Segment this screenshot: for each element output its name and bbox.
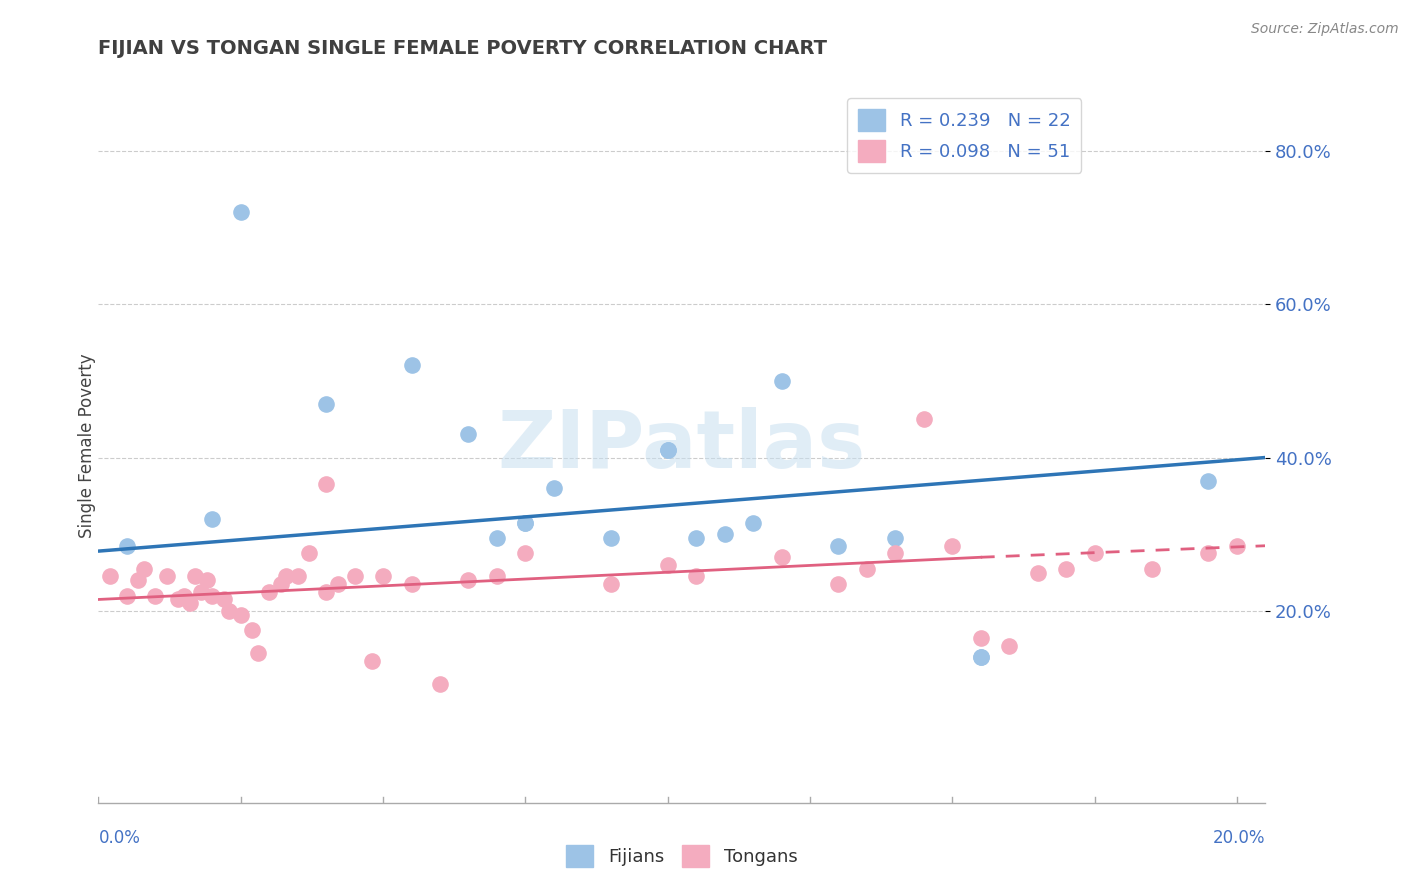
Point: [201, 589, 224, 603]
Text: Source: ZipAtlas.com: Source: ZipAtlas.com: [1251, 22, 1399, 37]
Point: [298, 546, 321, 560]
Point: [240, 623, 263, 637]
Point: [827, 577, 849, 591]
Point: [1084, 546, 1107, 560]
Point: [599, 531, 621, 545]
Point: [457, 574, 479, 588]
Point: [201, 512, 224, 526]
Point: [132, 562, 155, 576]
Point: [287, 569, 309, 583]
Point: [457, 427, 479, 442]
Point: [1054, 562, 1077, 576]
Point: [115, 539, 138, 553]
Point: [315, 584, 337, 599]
Point: [115, 589, 138, 603]
Point: [1140, 562, 1163, 576]
Point: [212, 592, 235, 607]
Text: 0.0%: 0.0%: [98, 829, 141, 847]
Point: [190, 584, 212, 599]
Y-axis label: Single Female Poverty: Single Female Poverty: [79, 354, 96, 538]
Point: [515, 516, 537, 530]
Point: [98, 569, 121, 583]
Point: [1198, 546, 1220, 560]
Point: [599, 577, 621, 591]
Point: [184, 569, 207, 583]
Point: [429, 677, 451, 691]
Point: [856, 562, 879, 576]
Point: [343, 569, 366, 583]
Point: [315, 397, 337, 411]
Point: [167, 592, 190, 607]
Point: [970, 631, 993, 645]
Point: [657, 558, 679, 572]
Point: [657, 442, 679, 457]
Point: [912, 412, 935, 426]
Point: [485, 569, 508, 583]
Point: [229, 607, 252, 622]
Point: [685, 569, 707, 583]
Point: [884, 531, 907, 545]
Point: [884, 546, 907, 560]
Point: [657, 442, 679, 457]
Point: [770, 550, 793, 565]
Point: [1026, 566, 1049, 580]
Point: [543, 481, 565, 495]
Point: [770, 374, 793, 388]
Point: [179, 596, 201, 610]
Point: [270, 577, 292, 591]
Text: FIJIAN VS TONGAN SINGLE FEMALE POVERTY CORRELATION CHART: FIJIAN VS TONGAN SINGLE FEMALE POVERTY C…: [98, 39, 827, 58]
Point: [1226, 539, 1249, 553]
Point: [173, 589, 195, 603]
Point: [156, 569, 179, 583]
Point: [827, 539, 849, 553]
Point: [485, 531, 508, 545]
Point: [371, 569, 394, 583]
Point: [143, 589, 166, 603]
Point: [257, 584, 280, 599]
Point: [970, 650, 993, 665]
Point: [970, 650, 993, 665]
Point: [401, 359, 423, 373]
Point: [685, 531, 707, 545]
Point: [326, 577, 349, 591]
Point: [941, 539, 963, 553]
Point: [360, 654, 382, 668]
Point: [218, 604, 240, 618]
Text: 20.0%: 20.0%: [1213, 829, 1265, 847]
Point: [1198, 474, 1220, 488]
Legend: Fijians, Tongans: Fijians, Tongans: [560, 838, 804, 874]
Point: [742, 516, 765, 530]
Point: [515, 546, 537, 560]
Point: [315, 477, 337, 491]
Point: [276, 569, 298, 583]
Point: [127, 574, 149, 588]
Legend: R = 0.239   N = 22, R = 0.098   N = 51: R = 0.239 N = 22, R = 0.098 N = 51: [848, 98, 1081, 173]
Point: [515, 516, 537, 530]
Text: ZIPatlas: ZIPatlas: [498, 407, 866, 485]
Point: [713, 527, 735, 541]
Point: [401, 577, 423, 591]
Point: [998, 639, 1021, 653]
Point: [229, 205, 252, 219]
Point: [246, 646, 269, 660]
Point: [195, 574, 218, 588]
